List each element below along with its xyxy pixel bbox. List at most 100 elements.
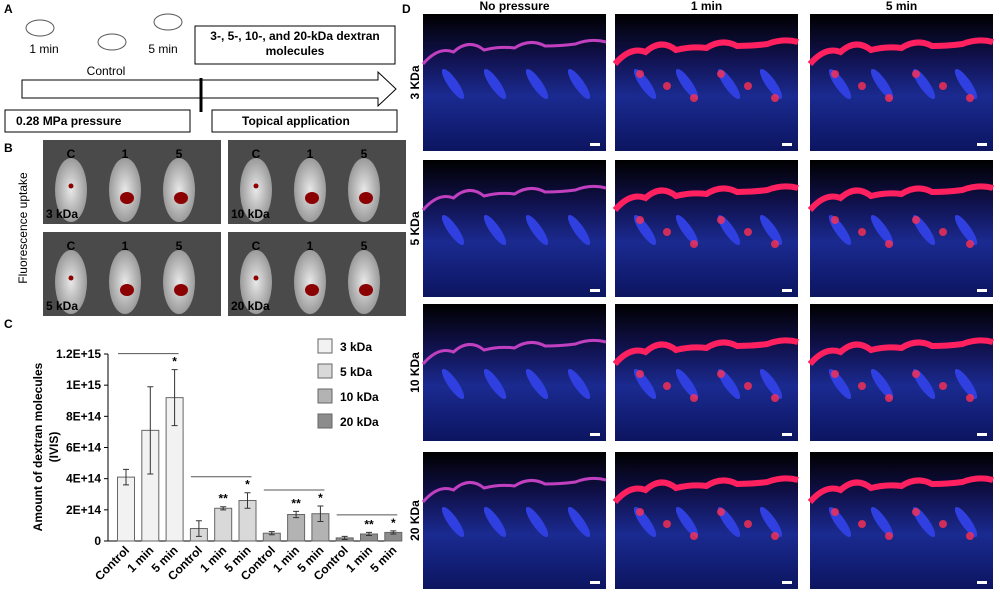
micrograph <box>423 304 606 441</box>
scale-bar <box>782 433 792 436</box>
fluorescence-spot <box>68 275 74 281</box>
dextran-signal <box>663 382 671 390</box>
time-label: 1 min <box>29 42 58 56</box>
hair-follicle <box>954 214 978 246</box>
hair-follicle <box>567 68 591 100</box>
dextran-signal <box>636 370 644 378</box>
dextran-signal <box>636 216 644 224</box>
hair-follicle <box>525 506 549 538</box>
y-axis-label: Amount of dextran molecules <box>31 362 45 531</box>
hair-follicle <box>675 68 699 100</box>
epidermis <box>807 37 994 67</box>
mouse-body <box>294 250 326 314</box>
dextran-signal <box>831 70 839 78</box>
epidermis <box>807 183 994 213</box>
text-box <box>194 25 396 65</box>
dextran-signal <box>744 228 752 236</box>
dextran-signal <box>636 508 644 516</box>
y-tick-label: 1.2E+15 <box>56 347 101 361</box>
epidermis <box>421 184 607 211</box>
dextran-signal <box>885 240 893 248</box>
dextran-signal <box>966 240 974 248</box>
fluorescence-spot <box>253 183 259 189</box>
mouse-body <box>163 158 195 222</box>
fluorescence-spot <box>120 284 134 296</box>
hair-follicle <box>675 506 699 538</box>
row-label: 5 KDa <box>408 211 422 245</box>
mouse-body <box>240 250 272 314</box>
dextran-signal <box>912 70 920 78</box>
dextran-signal <box>831 508 839 516</box>
dextran-signal <box>744 82 752 90</box>
hair-follicle <box>441 368 465 400</box>
error-bar <box>293 510 300 519</box>
mouse-body <box>348 158 380 222</box>
error-bar <box>244 492 251 509</box>
mouse-body <box>163 250 195 314</box>
dextran-signal <box>663 228 671 236</box>
hair-follicle <box>870 214 894 246</box>
mouse-label: C <box>252 147 261 161</box>
hair-follicle <box>870 68 894 100</box>
x-tick-label: 1 min <box>124 543 156 575</box>
mouse-body <box>55 250 87 314</box>
column-header: 1 min <box>691 0 722 13</box>
dextran-signal <box>717 370 725 378</box>
hair-follicle <box>954 68 978 100</box>
scale-bar <box>782 143 792 146</box>
mouse-label: 5 <box>361 147 368 161</box>
time-label: Control <box>87 64 126 78</box>
dextran-signal <box>717 70 725 78</box>
epidermis <box>807 337 994 367</box>
dextran-signal <box>966 94 974 102</box>
fluorescence-spot <box>359 192 373 204</box>
mouse-body <box>348 250 380 314</box>
hair-follicle <box>483 506 507 538</box>
error-bar <box>268 531 275 536</box>
fluorescence-spot <box>120 192 134 204</box>
panel-letter: B <box>4 141 13 155</box>
y-tick-label: 6E+14 <box>66 441 101 455</box>
dextran-signal <box>858 382 866 390</box>
fluorescence-spot <box>174 284 188 296</box>
tile-label: 10 kDa <box>231 207 270 221</box>
hair-follicle <box>483 214 507 246</box>
significance: ** <box>364 517 374 531</box>
dextran-signal <box>912 508 920 516</box>
mouse-label: 1 <box>307 147 314 161</box>
mouse-body <box>109 250 141 314</box>
hair-follicle <box>759 214 783 246</box>
scale-bar <box>590 433 600 436</box>
legend-label: 3 kDa <box>340 340 372 354</box>
y-tick-label: 1E+15 <box>66 378 101 392</box>
box-text: 0.28 MPa pressure <box>16 114 122 128</box>
scale-bar <box>977 581 987 584</box>
significance: * <box>318 491 323 505</box>
text-box-content: 3-, 5-, 10-, and 20-kDa dextran molecule… <box>210 29 380 58</box>
hair-follicle <box>759 68 783 100</box>
hair-follicle <box>675 214 699 246</box>
mouse-body <box>55 158 87 222</box>
dextran-signal <box>690 240 698 248</box>
time-label: 5 min <box>148 42 177 56</box>
panel-letter: D <box>402 2 411 16</box>
box-text: 3-, 5-, 10-, and 20-kDa dextran molecule… <box>210 29 380 58</box>
hair-follicle <box>441 214 465 246</box>
bar <box>287 514 306 542</box>
dextran-signal <box>831 216 839 224</box>
dextran-signal <box>690 394 698 402</box>
hair-follicle <box>525 368 549 400</box>
dextran-signal <box>912 370 920 378</box>
hair-follicle <box>525 68 549 100</box>
error-bar <box>317 505 324 523</box>
scale-bar <box>977 433 987 436</box>
y-tick-label: 0 <box>94 534 101 548</box>
mouse-label: C <box>67 239 76 253</box>
scale-bar <box>782 581 792 584</box>
fluorescence-spot <box>253 275 259 281</box>
hair-follicle <box>954 368 978 400</box>
bar-chart: Amount of dextran molecules (IVIS) 0 2E+14 4… <box>31 338 403 583</box>
row-label: 10 KDa <box>408 352 422 393</box>
y-tick-label: 8E+14 <box>66 409 101 423</box>
axis-label: Fluorescence uptake <box>16 172 30 284</box>
